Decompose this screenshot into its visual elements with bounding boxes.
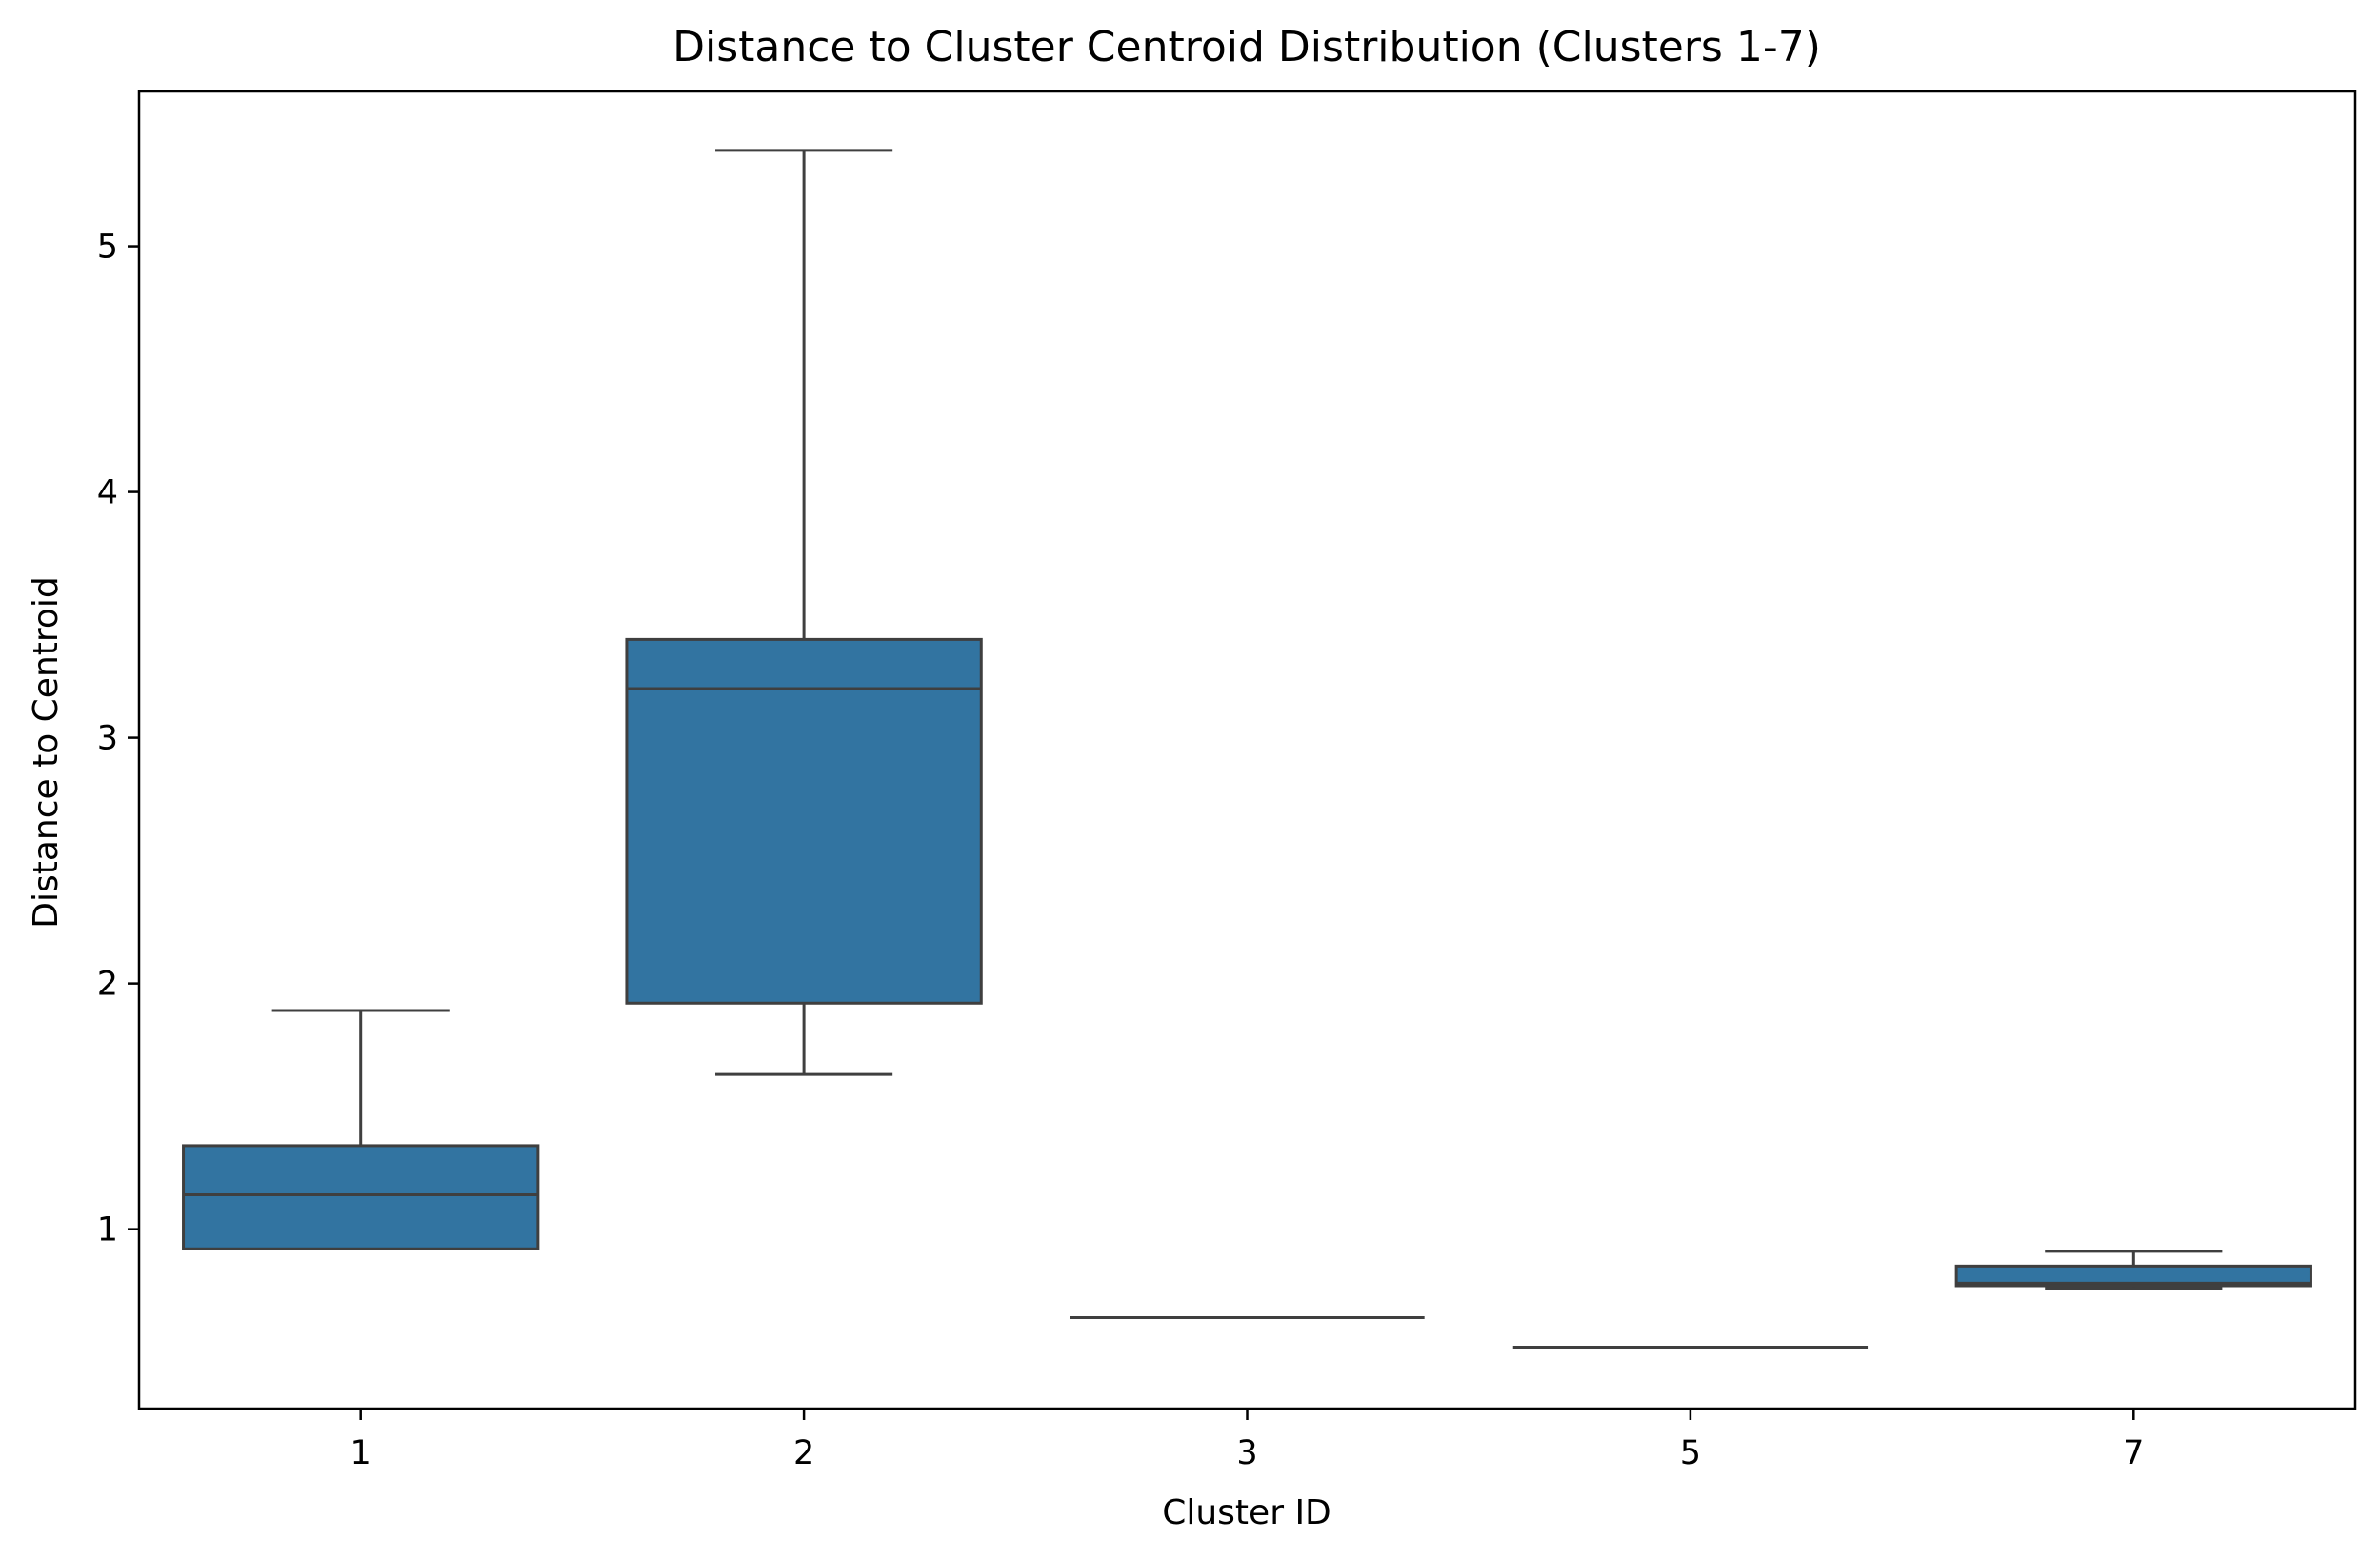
y-axis-label: Distance to Centroid bbox=[27, 576, 66, 929]
y-tick-label: 2 bbox=[97, 966, 118, 1004]
chart-title: Distance to Cluster Centroid Distributio… bbox=[672, 23, 1821, 71]
box-1 bbox=[182, 1144, 540, 1250]
box-2 bbox=[625, 637, 983, 1005]
plot-area bbox=[182, 149, 2312, 1349]
box-group-1 bbox=[182, 1009, 540, 1250]
x-tick-label: 2 bbox=[793, 1434, 814, 1472]
box-group-2 bbox=[625, 149, 983, 1076]
box-7 bbox=[1954, 1264, 2312, 1288]
y-tick-label: 4 bbox=[97, 474, 118, 512]
axes: 1 2 3 4 5 1 2 3 5 7 bbox=[97, 90, 2357, 1472]
x-tick-label: 5 bbox=[1680, 1434, 1701, 1472]
x-tick-label: 7 bbox=[2123, 1434, 2144, 1472]
y-tick-label: 5 bbox=[97, 229, 118, 267]
x-axis-label: Cluster ID bbox=[1162, 1493, 1331, 1532]
x-tick-label: 1 bbox=[350, 1434, 371, 1472]
x-tick-label: 3 bbox=[1236, 1434, 1257, 1472]
y-tick-label: 1 bbox=[97, 1211, 118, 1250]
box-group-7 bbox=[1954, 1250, 2312, 1290]
y-tick-label: 3 bbox=[97, 720, 118, 758]
